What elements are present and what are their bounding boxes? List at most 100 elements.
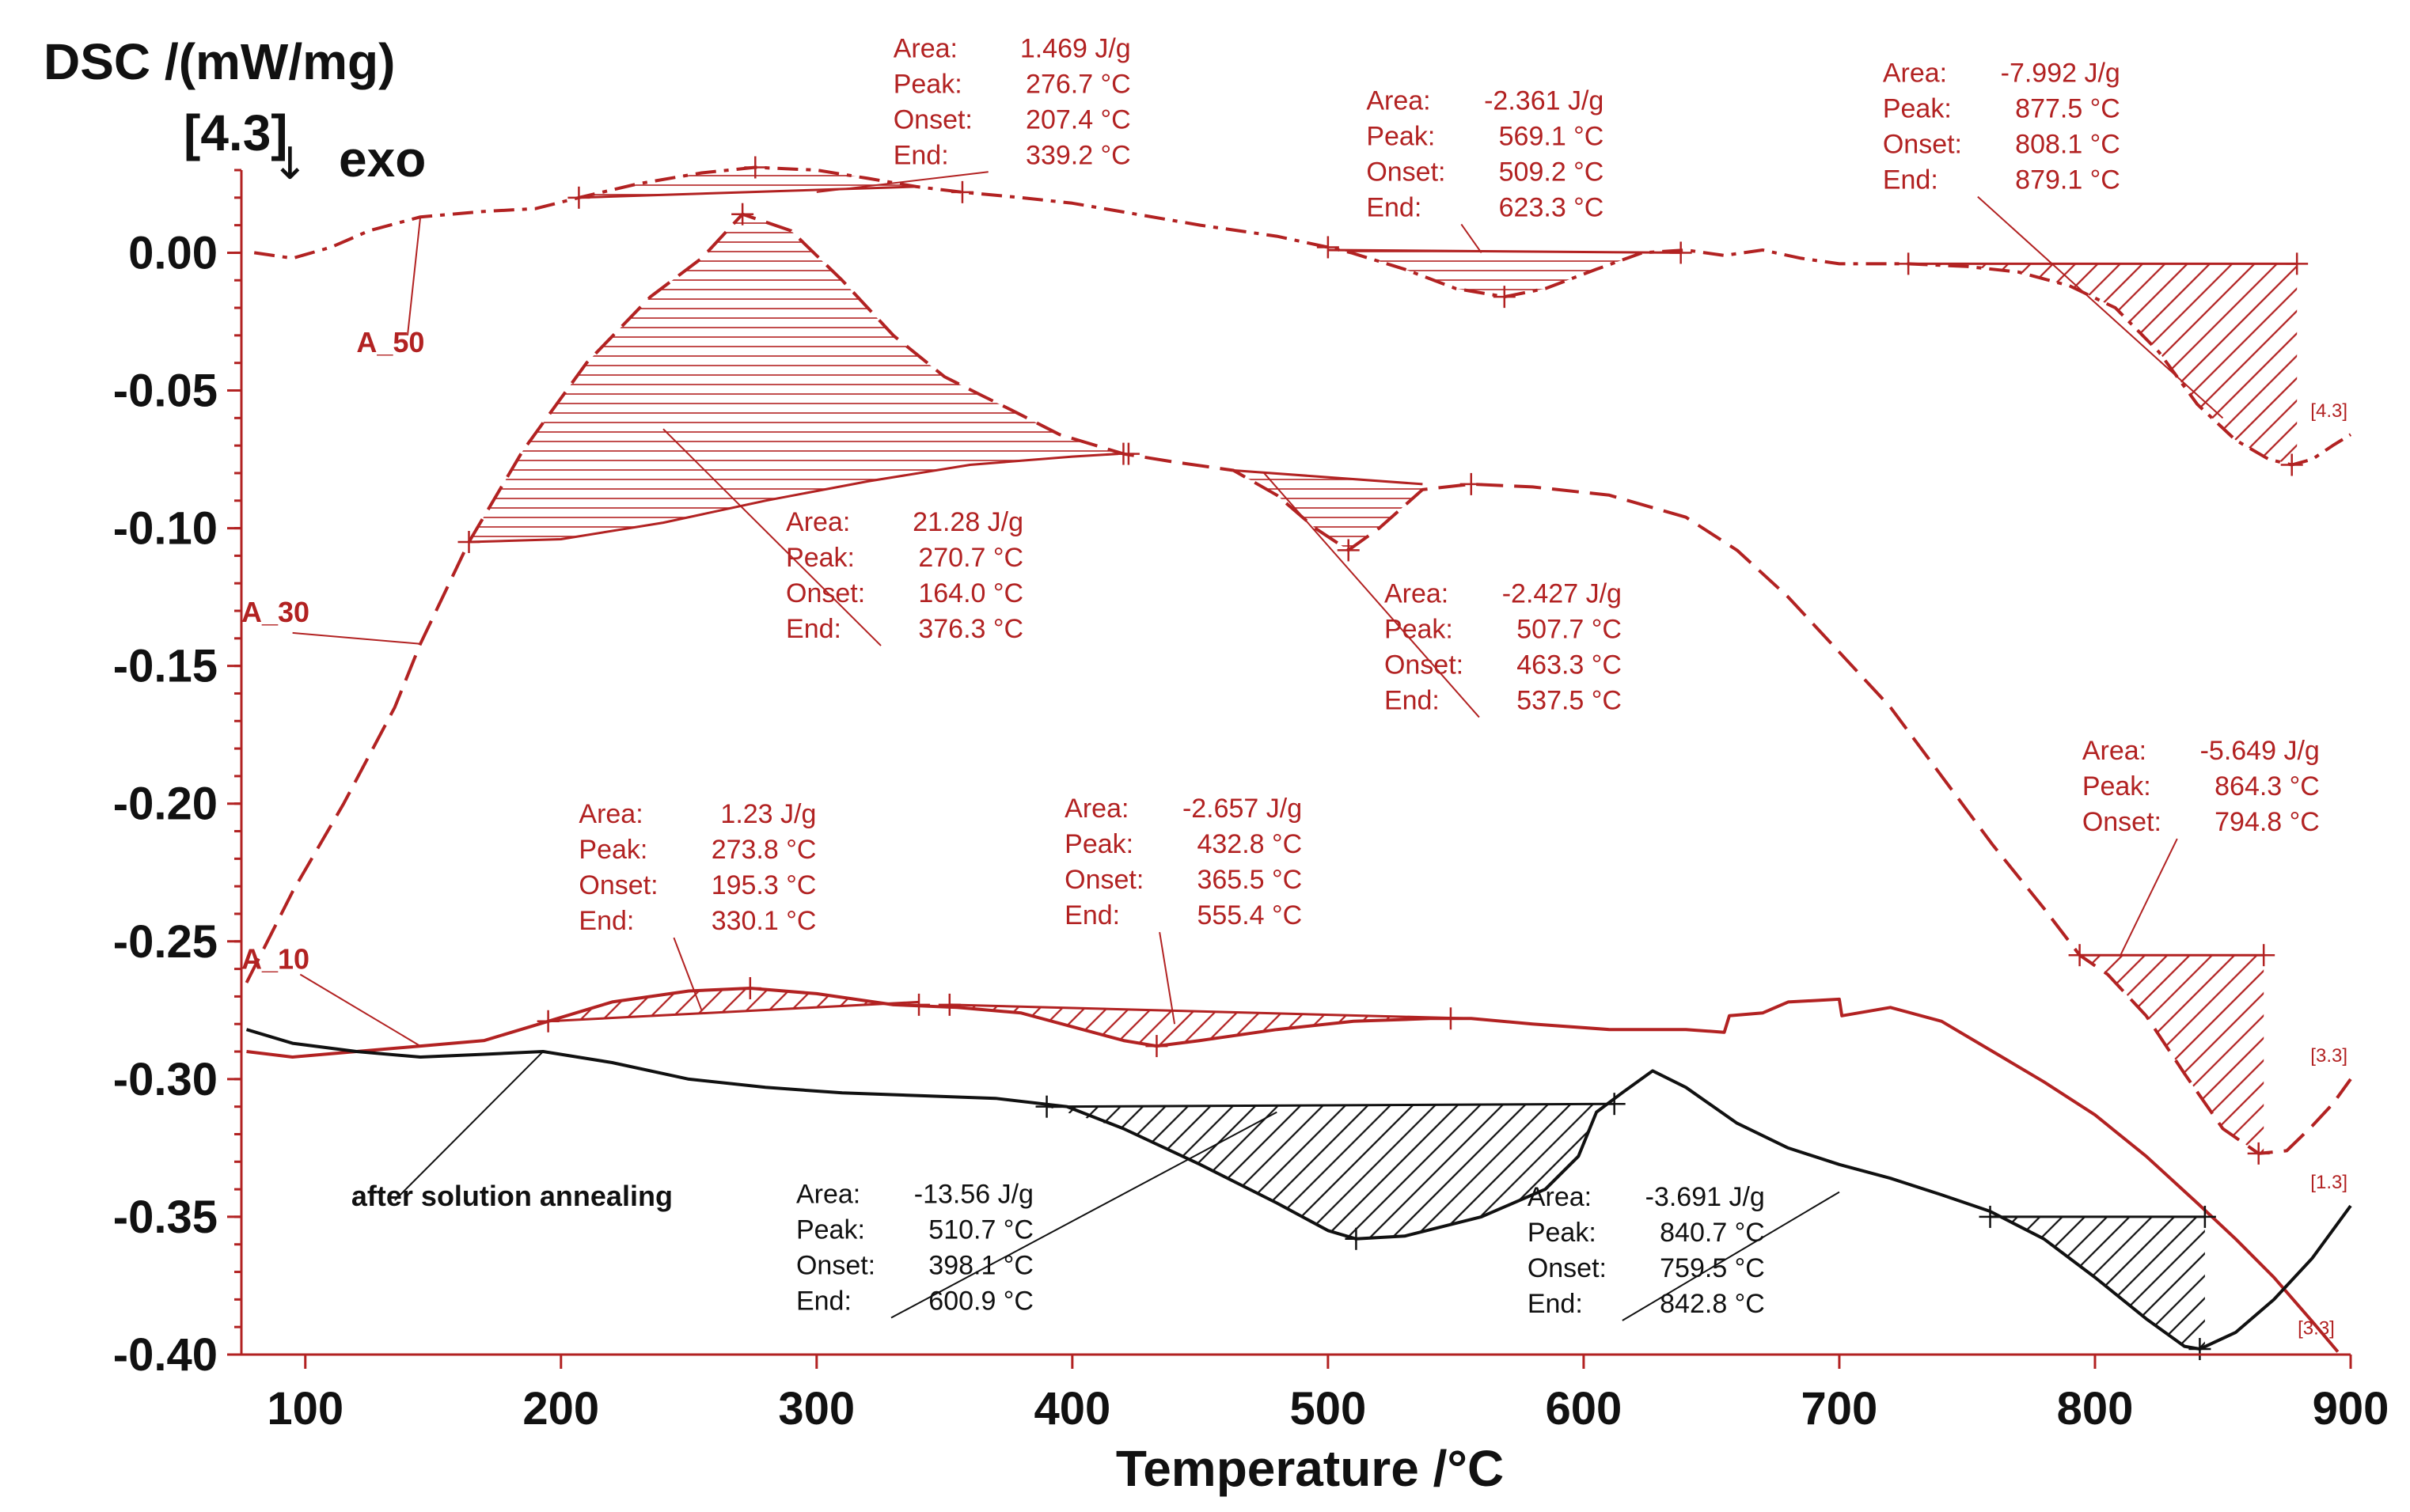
- series-line-a-50: [253, 165, 2352, 467]
- baseline-a-50-0: [579, 185, 917, 199]
- onset-mark-8: [1035, 1095, 1058, 1118]
- annotation-leader-4: [1263, 472, 1480, 718]
- annotation-key: Onset:: [1065, 865, 1144, 895]
- x-tick-label-200: 200: [522, 1383, 599, 1434]
- peak-area-a-10-7: [949, 1004, 1471, 1047]
- x-tick-label-600: 600: [1546, 1383, 1622, 1434]
- annotation-value: 432.8 °C: [1197, 829, 1302, 859]
- annotation-value: 842.8 °C: [1660, 1289, 1765, 1319]
- annotation-value: -5.649 J/g: [2200, 736, 2320, 766]
- x-tick-label-900: 900: [2313, 1383, 2389, 1434]
- x-tick-label-800: 800: [2057, 1383, 2134, 1434]
- annotation-value: 537.5 °C: [1516, 686, 1622, 716]
- series-label-a-30: A_30: [241, 596, 309, 628]
- annotation-leader-2: [1977, 195, 2224, 419]
- y-tick-label-6: -0.30: [113, 1054, 218, 1105]
- series-line-a-30: [245, 212, 2352, 1155]
- end-mark-6: [908, 993, 931, 1016]
- annotation-key: Area:: [1384, 579, 1448, 609]
- annotation-block-2: Area: -7.992 J/g Peak: 877.5 °C Onset: 808.1 …: [1883, 59, 2120, 195]
- annotation-value: 1.469 J/g: [1020, 33, 1131, 63]
- peak-area-after-solution-annealing-8: [1046, 1104, 1615, 1239]
- annotation-value: 376.3 °C: [918, 614, 1023, 644]
- end-tag-a-30: [3.3]: [2310, 1045, 2347, 1067]
- marker-group: [457, 156, 2309, 1361]
- annotation-value: 365.5 °C: [1197, 865, 1302, 895]
- annotation-block-8: Area: -13.56 J/g Peak: 510.7 °C Onset: 398.1 …: [796, 1180, 1034, 1317]
- annotation-key: Peak:: [1065, 829, 1133, 859]
- annotation-block-4: Area: -2.427 J/g Peak: 507.7 °C Onset: 463.3 …: [1384, 579, 1622, 716]
- annotation-key: End:: [1384, 686, 1440, 716]
- peak-mark-7: [1145, 1035, 1168, 1058]
- end-mark-0: [951, 180, 973, 203]
- label-leader-3: [394, 1051, 544, 1201]
- annotation-key: Area:: [1065, 794, 1129, 824]
- baseline-after-solution-annealing-8: [1046, 1102, 1615, 1108]
- annotation-leader-3: [662, 428, 882, 646]
- annotation-value: -2.427 J/g: [1502, 579, 1622, 609]
- annotation-key: Area:: [1366, 85, 1430, 116]
- label-leader-2: [299, 973, 421, 1047]
- end-mark-4: [1459, 472, 1482, 495]
- annotation-key: Onset:: [1528, 1253, 1607, 1283]
- annotation-key: Onset:: [1384, 650, 1463, 680]
- peak-mark-8: [1345, 1227, 1368, 1250]
- annotation-key: Peak:: [1384, 615, 1453, 645]
- annotation-value: 509.2 °C: [1499, 157, 1604, 187]
- annotation-key: Peak:: [1528, 1218, 1596, 1248]
- annotation-key: End:: [1528, 1289, 1583, 1319]
- annotation-key: Peak:: [1366, 121, 1435, 151]
- annotation-value: -7.992 J/g: [2001, 59, 2120, 89]
- end-tag-a-50: [4.3]: [2310, 400, 2347, 422]
- annotation-value: 623.3 °C: [1499, 192, 1604, 222]
- annotation-value: 879.1 °C: [2015, 165, 2120, 195]
- annotation-key: End:: [786, 614, 841, 644]
- annotation-key: End:: [1366, 192, 1421, 222]
- annotation-key: Onset:: [579, 870, 658, 900]
- onset-mark-1: [1316, 236, 1339, 259]
- peak-mark-9: [2188, 1338, 2211, 1361]
- peak-area-a-50-2: [1908, 263, 2298, 465]
- annotation-leader-6: [673, 937, 703, 1011]
- peak-area-a-30-3: [469, 214, 1118, 542]
- baseline-a-10-6: [548, 1000, 920, 1023]
- annotation-value: 759.5 °C: [1660, 1253, 1765, 1283]
- annotation-key: End:: [1065, 900, 1120, 930]
- x-tick-label-500: 500: [1289, 1383, 1366, 1434]
- baseline-a-30-4: [1233, 469, 1423, 486]
- peak-mark-5: [2247, 1142, 2270, 1165]
- y-tick-label-7: -0.35: [113, 1192, 218, 1243]
- annotation-value: 808.1 °C: [2015, 130, 2120, 160]
- annotation-key: End:: [796, 1287, 852, 1317]
- annotation-key: Area:: [894, 33, 958, 63]
- annotation-value: -2.361 J/g: [1484, 85, 1604, 116]
- annotation-key: Peak:: [894, 69, 962, 99]
- annotation-key: Area:: [2082, 736, 2146, 766]
- annotation-block-3: Area: 21.28 J/g Peak: 270.7 °C Onset: 164.0 °…: [786, 507, 1023, 644]
- x-ticks: 100 200 300 400 500 600 700 800 900: [267, 1355, 2389, 1434]
- onset-mark-4: [1117, 442, 1140, 465]
- x-tick-label-300: 300: [778, 1383, 855, 1434]
- annotation-key: Peak:: [786, 543, 855, 573]
- onset-mark-7: [938, 993, 961, 1016]
- annotation-value: 507.7 °C: [1516, 615, 1622, 645]
- exo-arrow-icon: ↓: [271, 138, 309, 190]
- annotation-key: Area:: [579, 799, 643, 829]
- baseline-a-30-3: [469, 453, 1119, 544]
- annotation-key: Peak:: [2082, 771, 2151, 801]
- annotation-value: 330.1 °C: [712, 906, 817, 936]
- annotation-key: Onset:: [796, 1251, 875, 1281]
- annotation-key: End:: [1883, 165, 1938, 195]
- annotation-key: Peak:: [796, 1215, 865, 1245]
- end-mark-2: [2286, 252, 2309, 275]
- annotation-block-6: Area: 1.23 J/g Peak: 273.8 °C Onset: 195.3 °C…: [579, 799, 816, 936]
- y-tick-label-0: 0.00: [128, 227, 218, 279]
- onset-mark-5: [2068, 944, 2091, 967]
- x-tick-label-100: 100: [267, 1383, 343, 1434]
- annotation-leader-0: [816, 171, 989, 193]
- annotation-block-7: Area: -2.657 J/g Peak: 432.8 °C Onset: 365.5 …: [1065, 794, 1302, 930]
- annotation-key: Area:: [786, 507, 850, 537]
- x-tick-label-700: 700: [1801, 1383, 1878, 1434]
- annotation-key: Peak:: [579, 835, 647, 865]
